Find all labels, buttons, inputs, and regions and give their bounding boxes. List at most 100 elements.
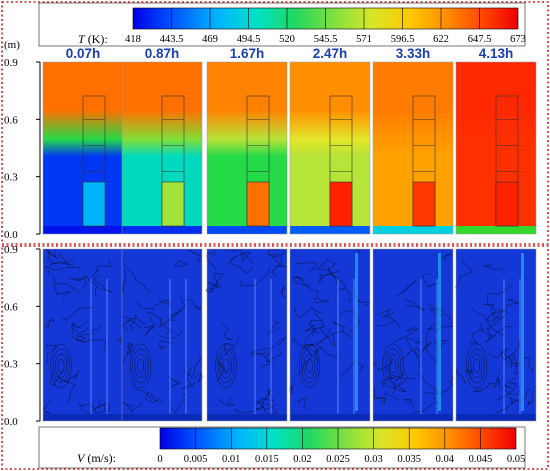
wall-jet	[355, 253, 358, 411]
recirculation-loop	[298, 343, 321, 389]
streamline	[344, 287, 352, 302]
streamline	[512, 362, 521, 375]
streamline	[279, 285, 287, 298]
recirculation-loop	[55, 353, 67, 379]
streamline	[495, 399, 519, 414]
streamline	[402, 399, 414, 408]
streamline	[173, 260, 189, 269]
streamline	[225, 249, 253, 264]
streamline	[485, 326, 514, 337]
time-label: 0.87h	[145, 46, 180, 61]
temperature-axis-tick-label: 0.0	[4, 229, 18, 241]
streamline	[465, 369, 473, 380]
temperature-panel	[42, 61, 124, 235]
streamline	[50, 369, 64, 387]
recirculation-loop	[387, 353, 399, 379]
velocity-axis-tick-label: 0.9	[4, 244, 18, 256]
velocity-panel-border	[121, 248, 203, 422]
streamline	[375, 316, 400, 328]
velocity-colorbar-tick-label: 0.005	[184, 454, 208, 465]
temperature-base-strip	[456, 226, 536, 234]
velocity-panel-border	[455, 248, 537, 422]
streamline	[251, 347, 270, 355]
streamline	[122, 345, 132, 364]
temperature-panel	[372, 61, 454, 235]
time-label: 3.33h	[396, 46, 431, 61]
streamline	[181, 366, 196, 390]
streamline	[70, 324, 82, 342]
temperature-colorbar-tick-label: 622	[433, 34, 449, 45]
streamline	[185, 298, 202, 310]
temperature-panel-border	[289, 61, 371, 235]
top-panel-frame	[1, 1, 549, 245]
streamline	[77, 399, 101, 414]
streamline	[123, 402, 143, 414]
streamline	[426, 302, 445, 316]
velocity-panel	[372, 248, 454, 422]
streamline	[354, 249, 361, 254]
recirculation-loop	[384, 348, 402, 384]
velocity-panels	[42, 248, 537, 422]
streamline	[316, 259, 338, 271]
streamline	[373, 361, 395, 371]
temperature-colorbar-tick-label: 596.5	[391, 34, 415, 45]
streamline	[122, 318, 132, 332]
velocity-panel	[205, 248, 288, 422]
streamline	[380, 392, 399, 405]
velocity-field	[122, 249, 202, 421]
streamline	[144, 390, 160, 403]
heat-source-block	[82, 181, 106, 227]
temperature-panel	[289, 61, 371, 235]
velocity-panel	[455, 248, 537, 422]
recirculation-loop	[222, 358, 230, 374]
velocity-panel-border	[289, 248, 371, 422]
streamline	[76, 335, 87, 343]
recirculation-loop	[306, 358, 313, 374]
streamline	[456, 368, 467, 383]
wall-jet	[521, 253, 524, 411]
recirculation-loop	[468, 348, 485, 384]
temperature-panel	[206, 61, 288, 235]
velocity-colorbar-tick-label: 0.015	[255, 454, 279, 465]
streamline	[377, 308, 395, 319]
time-label: 0.07h	[66, 46, 101, 61]
streamline	[214, 360, 228, 383]
recirculation-loop	[132, 348, 149, 384]
streamline	[308, 320, 322, 336]
temperature-axis-tick-label: 0.9	[4, 57, 18, 69]
streamline	[261, 396, 278, 414]
streamline	[78, 403, 105, 414]
streamline	[498, 379, 520, 395]
streamline	[417, 373, 439, 395]
streamline	[188, 249, 202, 262]
recirculation-loop	[50, 343, 72, 389]
temperature-axis-tick-label: 0.3	[4, 172, 18, 184]
streamline	[134, 299, 155, 311]
streamline	[250, 351, 271, 368]
streamline	[61, 307, 94, 321]
streamline	[297, 397, 308, 410]
temperature-panels	[42, 61, 537, 235]
streamline	[170, 394, 187, 414]
recirculation-loop	[301, 348, 318, 384]
streamline	[313, 312, 325, 334]
velocity-axis-tick-label: 0.3	[4, 359, 18, 371]
time-labels: 0.07h 0.87h 1.67h 2.47h 3.33h 4.13h	[66, 46, 514, 61]
streamline	[49, 253, 74, 267]
streamline	[127, 341, 134, 356]
time-label: 1.67h	[230, 46, 265, 61]
heat-source-block	[329, 181, 353, 227]
temperature-panel	[455, 61, 537, 235]
streamline	[500, 339, 520, 362]
streamline	[268, 250, 287, 266]
streamline	[183, 355, 202, 378]
temperature-base-strip	[43, 226, 123, 234]
bottom-panel-frame	[1, 245, 549, 470]
streamline	[296, 262, 317, 273]
streamline	[81, 275, 98, 296]
streamline	[403, 297, 425, 311]
streamline	[43, 399, 52, 414]
streamline	[483, 263, 504, 270]
velocity-base-strip	[122, 414, 202, 421]
temperature-panel-border	[455, 61, 537, 235]
